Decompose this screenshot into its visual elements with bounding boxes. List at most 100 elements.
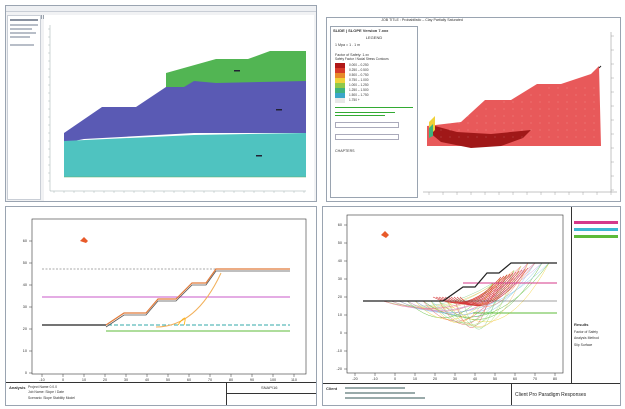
y-tick-label: 10: [23, 349, 27, 353]
footer-client-label: Client: [326, 386, 338, 391]
legend-footer: CHAPTERS: [335, 149, 355, 154]
legend-swatch: [335, 93, 345, 99]
legend-fos-heading: Factor of Safety: 1.xx: [335, 52, 369, 57]
legend-entry: 1.750 +: [335, 98, 417, 104]
side-panel: Results Factor of Safety Analysis Method S…: [571, 207, 620, 383]
legend-swatch: [335, 78, 345, 84]
section-view-window[interactable]: 60 50 40 30 20 10 0 -10 0 10 20 30 40 50 60 70 80 90 100 1…: [5, 206, 317, 406]
model-view-window[interactable]: [5, 5, 317, 202]
y-tick-label: 20: [338, 295, 342, 299]
legend-entry: 1.500 – 1.750: [335, 93, 417, 99]
y-tick-label: 30: [338, 277, 342, 281]
model-canvas[interactable]: [44, 15, 314, 201]
job-title: JOB TITLE : Probabilistic – Clay Partial…: [381, 18, 463, 22]
x-tick-label: 30: [453, 377, 457, 381]
legend-scale: 1 Mpa = 1 . 1 m: [335, 43, 361, 47]
legend-entry-label: 1.500 – 1.750: [349, 93, 369, 98]
y-tick-label: 30: [23, 305, 27, 309]
legend-heading: SLIDE | SLOPE Version 7.xxx: [333, 28, 389, 33]
critical-zone: [429, 126, 531, 148]
y-tick-label: 50: [338, 241, 342, 245]
legend-entry: 0.000 – 0.250: [335, 63, 417, 69]
x-tick-label: 0: [394, 377, 396, 381]
slip-surface: [422, 262, 550, 318]
x-tick-label: 10: [82, 378, 86, 382]
legend-entry-label: 1.250 – 1.500: [349, 88, 369, 93]
legend-entry: 0.250 – 0.500: [335, 68, 417, 74]
legend-entry-label: 0.750 – 1.000: [349, 78, 369, 83]
x-tick-label: 40: [145, 378, 149, 382]
side-panel-title: Results: [574, 322, 589, 327]
legend-swatch: [335, 63, 345, 69]
y-tick-label: 0: [340, 331, 342, 335]
slip-surface: [446, 262, 529, 327]
y-tick-label: 0: [25, 371, 27, 375]
x-tick-label: 80: [229, 378, 233, 382]
y-tick-label: -20: [337, 367, 343, 371]
x-tick-label: 30: [124, 378, 128, 382]
footer-line: Project Name 0.0.0: [28, 385, 58, 389]
slip-surface: [398, 262, 550, 313]
legend-entry-label: 0.500 – 0.750: [349, 73, 369, 78]
x-tick-label: 60: [187, 378, 191, 382]
probabilistic-footer: Client Client Pro Paradigm Responses: [323, 383, 620, 405]
critical-surface: [456, 268, 526, 306]
legend-swatch: [335, 98, 345, 104]
x-tick-label: 70: [208, 378, 212, 382]
results-view-window[interactable]: JOB TITLE : Probabilistic – Clay Partial…: [326, 17, 621, 202]
y-tick-label: -10: [337, 349, 343, 353]
side-legend-swatch: [574, 221, 618, 224]
footer-line: Scenario: Slope Stability Model: [28, 395, 75, 400]
x-tick-label: 50: [166, 378, 170, 382]
critical-surface: [459, 267, 529, 307]
legend-swatch: [335, 73, 345, 79]
y-tick-label: 50: [23, 261, 27, 265]
x-tick-label: 90: [250, 378, 254, 382]
y-tick-label: 60: [23, 239, 27, 243]
slip-surface: [414, 278, 501, 320]
slip-surface: [390, 262, 543, 311]
slip-surface: [438, 266, 522, 325]
x-tick-label: 20: [433, 377, 437, 381]
y-tick-label: 40: [338, 259, 342, 263]
slip-surface-set: [382, 262, 550, 330]
x-tick-label: -10: [372, 377, 378, 381]
footer-label-left: Analysis: [9, 385, 26, 390]
side-legend-swatch: [574, 235, 618, 238]
slope-profile: [105, 268, 290, 326]
critical-surface: [441, 273, 511, 305]
legend-entry: 1.250 – 1.500: [335, 88, 417, 94]
soil-layer-middle: [64, 81, 306, 143]
side-panel-item: Analysis Method: [574, 336, 599, 341]
legend-entry-label: 1.750 +: [349, 98, 360, 103]
y-tick-label: 60: [338, 223, 342, 227]
slope-surface: [427, 66, 601, 146]
sidebar-panel: [7, 15, 41, 200]
legend-entry-label: 0.000 – 0.250: [349, 63, 369, 68]
results-canvas[interactable]: [421, 26, 619, 200]
slip-surface: [438, 262, 543, 320]
y-tick-label: 20: [23, 327, 27, 331]
y-tick-label: 10: [338, 313, 342, 317]
legend-swatch: [335, 83, 345, 89]
probabilistic-view-window[interactable]: 60 50 40 30 20 10 0 -10 -20 -20 -10 0 10 20 30 40 50 60 7…: [322, 206, 621, 406]
x-tick-label: 60: [513, 377, 517, 381]
x-tick-label: 110: [291, 378, 297, 382]
slip-surface: [422, 274, 508, 322]
x-tick-label: 20: [103, 378, 107, 382]
footer-label-mid: SNAP/16: [261, 385, 278, 390]
section-footer: Analysis Project Name 0.0.0 Job Name: Slo…: [6, 382, 316, 405]
legend-swatch: [335, 88, 345, 94]
slip-surface: [430, 270, 515, 324]
soil-layer-bottom: [64, 133, 306, 177]
model-toolbar: [6, 6, 316, 19]
legend-panel: SLIDE | SLOPE Version 7.xxx LEGEND 1 Mpa…: [330, 26, 418, 198]
side-panel-item: Factor of Safety: [574, 330, 598, 334]
x-tick-label: 10: [413, 377, 417, 381]
probabilistic-canvas[interactable]: 60 50 40 30 20 10 0 -10 -20 -20 -10 0 10 20 30 40 50 60 7…: [323, 207, 569, 383]
x-tick-label: 0: [62, 378, 64, 382]
side-panel-item: Slip Surface: [574, 342, 593, 347]
legend-entry: 0.750 – 1.000: [335, 78, 417, 84]
